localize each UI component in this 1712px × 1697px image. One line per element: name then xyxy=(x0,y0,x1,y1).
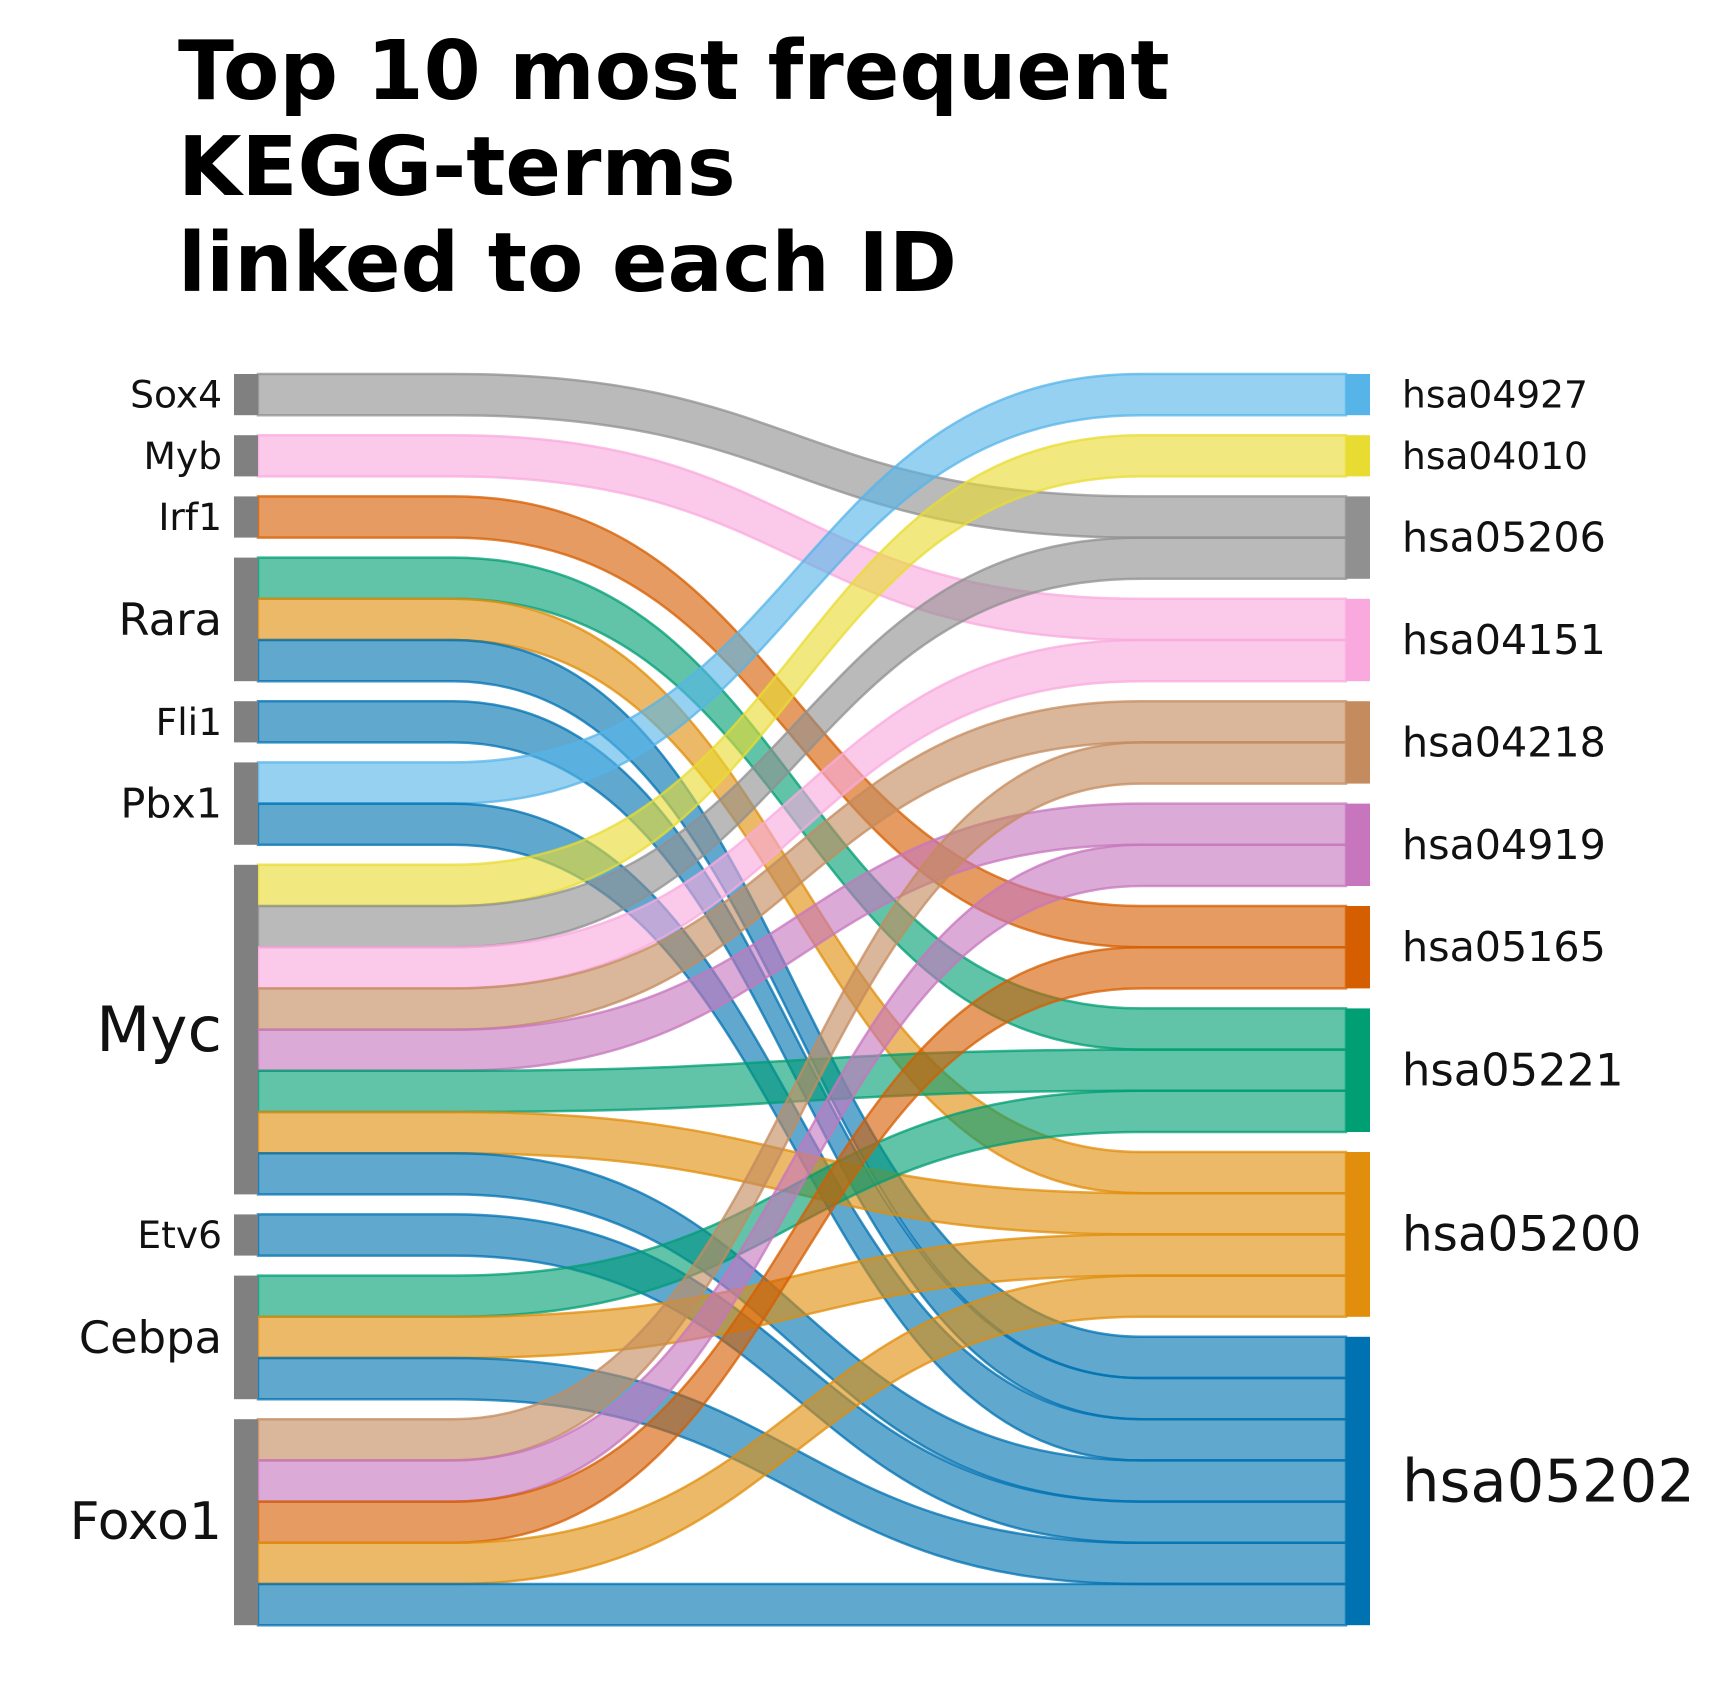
node-label-hsa05200: hsa05200 xyxy=(1402,1206,1641,1262)
node-layer xyxy=(234,374,1370,1626)
node-hsa05221[interactable] xyxy=(1346,1008,1370,1132)
node-hsa05165[interactable] xyxy=(1346,906,1370,989)
node-hsa05202[interactable] xyxy=(1346,1336,1370,1626)
node-foxo1[interactable] xyxy=(234,1419,258,1626)
chart-title-line-3: linked to each ID xyxy=(178,216,957,311)
node-myc[interactable] xyxy=(234,864,258,1195)
node-label-hsa04010: hsa04010 xyxy=(1402,434,1588,478)
node-label-hsa05221: hsa05221 xyxy=(1402,1044,1624,1097)
node-label-fli1: Fli1 xyxy=(156,700,222,744)
node-sox4[interactable] xyxy=(234,374,258,416)
node-label-foxo1: Foxo1 xyxy=(70,1492,222,1552)
chart-title-line-2: KEGG-terms xyxy=(178,120,736,215)
label-layer: Sox4 Myb Irf1 Rara Fli1 Pbx1 Myc Etv6 Cebpa Foxo1… xyxy=(70,373,1695,1553)
node-myb[interactable] xyxy=(234,435,258,477)
node-label-sox4: Sox4 xyxy=(130,373,222,417)
node-label-hsa05206: hsa05206 xyxy=(1402,514,1606,562)
node-hsa04151[interactable] xyxy=(1346,598,1370,682)
node-label-myb: Myb xyxy=(143,434,222,478)
node-etv6[interactable] xyxy=(234,1214,258,1256)
node-label-hsa04919: hsa04919 xyxy=(1402,821,1606,869)
node-label-hsa04151: hsa04151 xyxy=(1402,616,1606,664)
node-label-cebpa: Cebpa xyxy=(79,1311,222,1364)
node-hsa04919[interactable] xyxy=(1346,803,1370,886)
node-label-hsa05202: hsa05202 xyxy=(1402,1447,1695,1516)
node-label-rara: Rara xyxy=(119,593,222,646)
node-cebpa[interactable] xyxy=(234,1275,258,1400)
link-foxo1-hsa05202[interactable] xyxy=(256,1582,1348,1627)
node-label-myc: Myc xyxy=(96,993,222,1066)
node-hsa05200[interactable] xyxy=(1346,1152,1370,1317)
chart-title: Top 10 most frequent KEGG-terms linked t… xyxy=(178,24,1170,312)
link-layer xyxy=(256,372,1348,1627)
node-hsa04218[interactable] xyxy=(1346,701,1370,784)
node-hsa05206[interactable] xyxy=(1346,496,1370,579)
chart-title-line-1: Top 10 most frequent xyxy=(178,24,1170,119)
node-rara[interactable] xyxy=(234,557,258,682)
node-hsa04010[interactable] xyxy=(1346,435,1370,477)
node-hsa04927[interactable] xyxy=(1346,374,1370,416)
node-label-hsa05165: hsa05165 xyxy=(1402,923,1606,971)
node-irf1[interactable] xyxy=(234,496,258,538)
node-label-hsa04927: hsa04927 xyxy=(1402,373,1588,417)
node-label-etv6: Etv6 xyxy=(137,1213,222,1257)
node-label-hsa04218: hsa04218 xyxy=(1402,718,1606,766)
node-fli1[interactable] xyxy=(234,701,258,743)
node-label-pbx1: Pbx1 xyxy=(120,780,222,828)
node-label-irf1: Irf1 xyxy=(158,495,222,539)
node-pbx1[interactable] xyxy=(234,762,258,845)
